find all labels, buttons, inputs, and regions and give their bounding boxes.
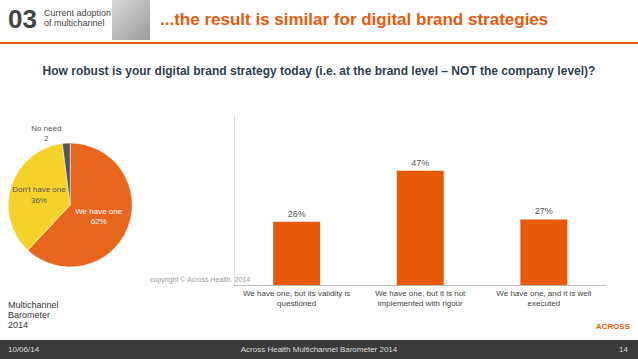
svg-text:No need2: No need2: [31, 124, 61, 143]
svg-text:47%: 47%: [411, 158, 429, 168]
svg-text:We have one62%: We have one62%: [75, 207, 123, 226]
html-text:10/06/14: 10/06/14: [8, 345, 40, 354]
svg-text:26%: 26%: [288, 209, 306, 219]
svg-text:We have one, but it is notimpl: We have one, but it is notimplemented wi…: [375, 289, 466, 308]
html-text:How robust is your digital bra: How robust is your digital brand strateg…: [42, 64, 596, 78]
html-text:copyright © Across Health, 201: copyright © Across Health, 2014: [150, 276, 251, 283]
html-text:...the result is similar for d: ...the result is similar for digital bra…: [160, 10, 549, 29]
html-text:Current adoption of multichann: Current adoption of multichannel: [44, 8, 111, 28]
svg-text:27%: 27%: [535, 206, 553, 216]
svg-text:Don't have one36%: Don't have one36%: [12, 185, 66, 204]
svg-text:We have one, and it is wellexe: We have one, and it is wellexecuted: [496, 289, 591, 308]
html-text:14: 14: [619, 345, 628, 354]
svg-text:We have one, but its validity: We have one, but its validity isquestion…: [243, 289, 350, 308]
html-text:Multichannel Barometer 2014: Multichannel Barometer 2014: [8, 300, 59, 330]
html-text:ACROSS: ACROSS: [595, 322, 630, 331]
html-text:Across Health Multichannel Bar: Across Health Multichannel Barometer 201…: [240, 345, 398, 354]
html-text:03: 03: [8, 4, 37, 34]
